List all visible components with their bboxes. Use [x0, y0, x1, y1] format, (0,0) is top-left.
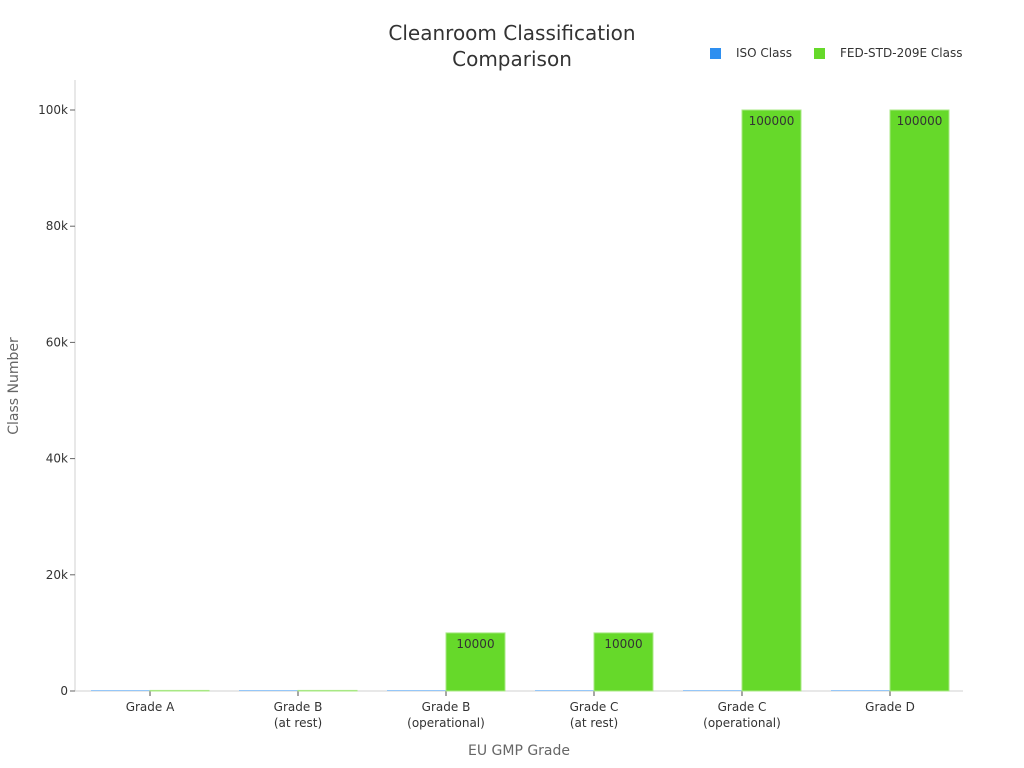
x-tick-label: (operational) — [703, 716, 781, 730]
legend-label-iso: ISO Class — [736, 46, 792, 60]
legend: ISO Class FED-STD-209E Class — [710, 46, 984, 60]
y-tick-label: 80k — [46, 219, 68, 233]
bar-iso[interactable] — [535, 690, 594, 692]
x-axis-label: EU GMP Grade — [468, 743, 570, 759]
bar-value-label: 100000 — [749, 114, 795, 128]
x-tick-label: Grade A — [126, 700, 175, 714]
bar-value-label: 10000 — [456, 637, 494, 651]
y-axis-label: Class Number — [6, 337, 22, 435]
chart-title: Cleanroom Classification Comparison — [362, 20, 662, 72]
x-tick-label: Grade C — [570, 700, 619, 714]
bar-fed[interactable] — [149, 689, 210, 692]
chart-title-line-2: Comparison — [452, 47, 572, 71]
legend-swatch-fed — [814, 47, 825, 59]
y-tick-label: 20k — [46, 568, 68, 582]
x-tick-label: (at rest) — [570, 716, 618, 730]
bar-fed[interactable] — [297, 689, 358, 692]
bar-iso[interactable] — [387, 690, 446, 692]
x-tick-label: Grade D — [865, 700, 915, 714]
chart-title-line-1: Cleanroom Classification — [388, 21, 636, 45]
x-tick-label: Grade C — [718, 700, 767, 714]
x-tick-label: (operational) — [407, 716, 485, 730]
bar-value-label: 10000 — [604, 637, 642, 651]
bar-value-label: 100000 — [897, 114, 943, 128]
bars: 10000 10000 100000 100000 — [91, 109, 950, 692]
bar-iso[interactable] — [239, 690, 298, 692]
bar-fed[interactable] — [741, 109, 802, 692]
axes: 0 20k 40k 60k 80k 100k Grade A Grade B (at rest)… — [38, 80, 963, 730]
legend-label-fed: FED-STD-209E Class — [840, 46, 963, 60]
x-tick-label: Grade B — [274, 700, 323, 714]
x-tick-label: (at rest) — [274, 716, 322, 730]
y-tick-label: 60k — [46, 335, 68, 349]
bar-iso[interactable] — [91, 690, 150, 692]
bar-fed[interactable] — [593, 632, 654, 692]
y-tick-label: 0 — [60, 684, 68, 698]
bar-iso[interactable] — [683, 690, 742, 692]
legend-swatch-iso — [710, 47, 721, 59]
legend-item-iso[interactable]: ISO Class — [710, 46, 792, 60]
bar-iso[interactable] — [831, 690, 890, 692]
y-tick-label: 40k — [46, 452, 68, 466]
bar-fed[interactable] — [445, 632, 506, 692]
x-tick-label: Grade B — [422, 700, 471, 714]
bar-fed[interactable] — [889, 109, 950, 692]
legend-item-fed[interactable]: FED-STD-209E Class — [814, 46, 962, 60]
y-tick-label: 100k — [38, 103, 68, 117]
